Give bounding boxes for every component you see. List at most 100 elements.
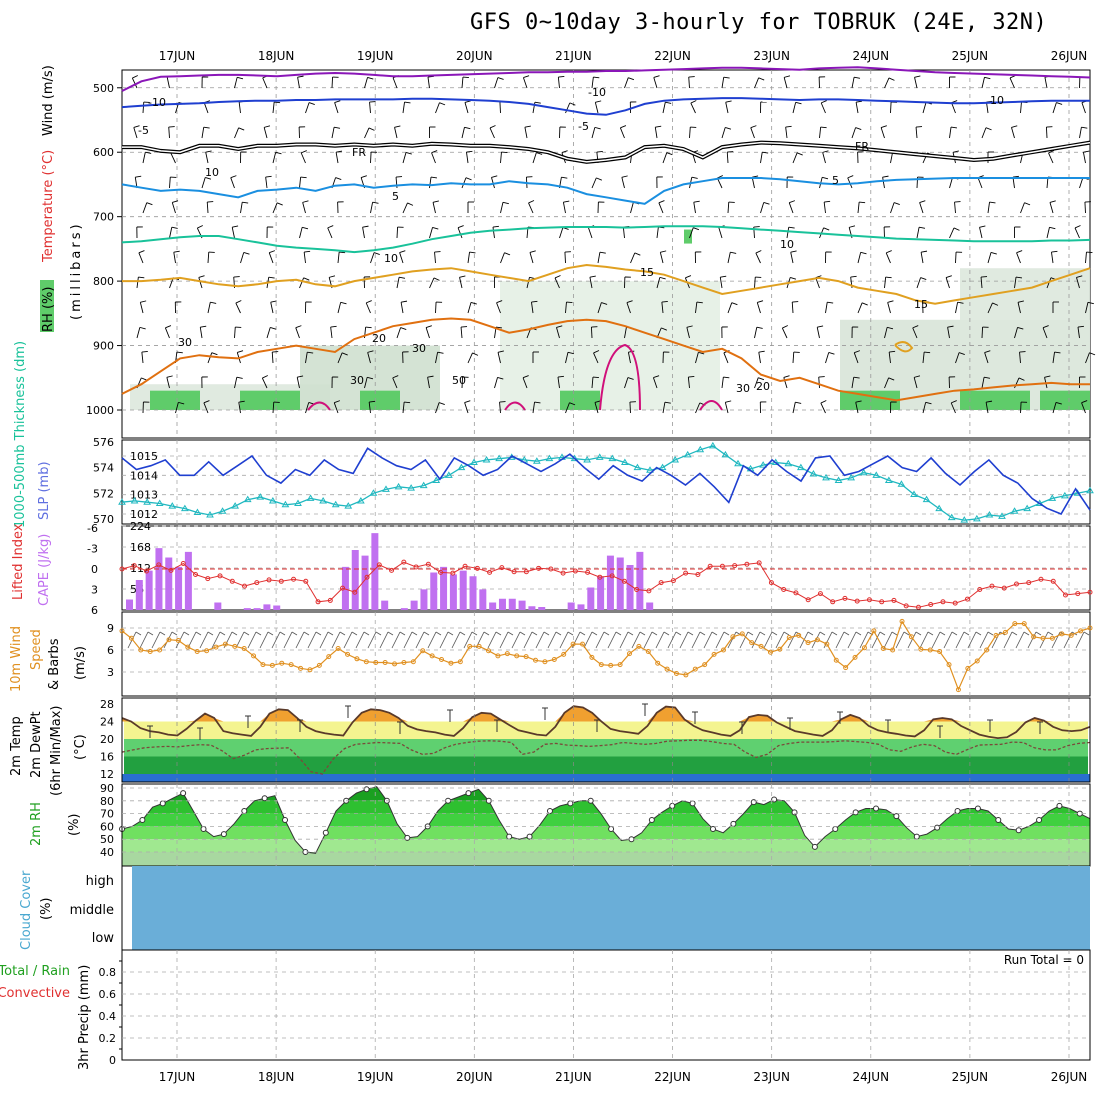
wind-barb-flag: [655, 125, 662, 128]
lifted-index-marker: [217, 573, 223, 579]
wind-barb-flag: [882, 175, 889, 178]
wind-barb: [721, 377, 724, 389]
wind-barb: [557, 77, 560, 89]
wind-barb: [597, 252, 601, 264]
cloud-tick-label: middle: [70, 903, 114, 918]
rh-contour-high-path: [307, 401, 331, 411]
wind-barb-flag: [566, 301, 573, 304]
y-axis-label-slp: SLP (mb): [37, 461, 52, 520]
lifted-index-marker: [964, 596, 970, 602]
wind-barb: [461, 77, 464, 89]
lifted-index-marker: [634, 587, 640, 592]
wind-barb: [1048, 152, 1054, 164]
date-label-top: 19JUN: [357, 49, 394, 63]
wind-barb: [434, 252, 436, 264]
wind-speed-marker: [805, 640, 811, 646]
wind-barb: [721, 77, 725, 89]
lifted-index-marker: [340, 585, 346, 591]
temperature-line: [121, 705, 1091, 740]
wind-barb: [987, 302, 993, 314]
surface-wind-barb-flag: [807, 631, 814, 636]
surface-wind-barb: [859, 631, 869, 649]
wind-barb: [1085, 302, 1089, 314]
thickness-marker: [168, 502, 177, 509]
surface-wind-barb: [1015, 631, 1025, 649]
surface-wind-barb-flag: [651, 631, 658, 636]
wind-speed-marker: [927, 647, 933, 653]
lifted-index-marker: [793, 590, 799, 596]
wind-barb: [142, 152, 146, 164]
wind-barb-flag: [789, 200, 796, 204]
wind-barb-flag: [276, 202, 283, 206]
wind-barb-flag: [820, 126, 827, 129]
wind-barb: [695, 402, 701, 414]
wind-barb: [760, 202, 765, 214]
wind-barb-flag: [165, 325, 172, 329]
surface-wind-barb: [151, 631, 161, 649]
thickness-marker: [897, 480, 906, 487]
wind-speed-marker: [720, 647, 726, 653]
surface-wind-barb: [199, 631, 209, 649]
wind-barb: [919, 202, 924, 214]
wind-barb-flag: [1049, 226, 1056, 230]
wind-barb: [499, 402, 501, 414]
wind-speed-marker: [157, 647, 163, 653]
wind-speed-marker: [439, 657, 445, 663]
rh-band-high: [360, 390, 400, 410]
date-label-bottom: 19JUN: [357, 1070, 394, 1084]
wind-barb: [590, 326, 593, 339]
rh-fill-band: [122, 839, 1090, 852]
cape-bar: [400, 608, 408, 610]
thickness-line: [121, 445, 1091, 521]
wind-barb-flag: [369, 101, 376, 103]
surface-wind-barb-flag: [903, 631, 910, 636]
wind-barb: [658, 202, 664, 214]
wind-barb-flag: [887, 326, 894, 330]
surface-wind-barb: [967, 631, 977, 649]
thickness-marker: [1023, 504, 1032, 512]
temp-tick-label: 20: [100, 733, 114, 746]
thickness-marker: [256, 493, 265, 500]
wind-barb: [435, 301, 437, 314]
wind-barb: [565, 102, 571, 114]
wind-speed-marker: [523, 654, 529, 660]
wind-barb-flag: [173, 250, 180, 253]
wind-barb: [756, 302, 761, 314]
wind-barb-flag: [720, 275, 727, 278]
wind-speed-marker: [786, 635, 792, 641]
y-axis-label-units: (%): [67, 814, 82, 837]
wind-barb: [494, 77, 499, 89]
wind-barb-flag: [627, 377, 634, 380]
thickness-marker: [470, 458, 478, 465]
wind-barb-flag: [1015, 276, 1023, 279]
wind-speed-marker: [1087, 625, 1093, 631]
temperature-label: 15: [640, 266, 654, 279]
wind-barb-flag: [1012, 175, 1019, 178]
temperature-label: 5: [832, 174, 839, 187]
wind-barb: [557, 377, 560, 389]
rh-line: [121, 786, 1091, 854]
surface-wind-barb-flag: [675, 631, 682, 636]
wind-barb: [330, 327, 333, 339]
wind-barb: [173, 252, 176, 264]
rh-marker: [771, 796, 778, 803]
surface-wind-barb-flag: [1011, 631, 1018, 636]
surface-wind-barb: [331, 631, 341, 649]
wind-barb-flag: [755, 250, 762, 254]
wind-barb-flag: [232, 225, 239, 228]
lifted-index-marker: [744, 561, 750, 567]
wind-barb-flag: [758, 350, 765, 353]
surface-wind-barb-flag: [1035, 631, 1042, 636]
wind-speed-marker: [1031, 634, 1037, 640]
wind-barb: [825, 302, 828, 314]
wind-barb: [175, 402, 179, 414]
wind-barb-flag: [297, 75, 304, 78]
y-axis-label-barbs: & Barbs: [47, 638, 62, 690]
surface-wind-barb: [499, 631, 509, 649]
lifted-index-tick-label: 3: [91, 584, 98, 597]
rh-tick-label: 40: [100, 846, 114, 859]
surface-wind-barb: [739, 631, 749, 649]
wind-barb-flag: [237, 76, 244, 80]
wind-barb-flag: [723, 376, 730, 379]
cape-bar: [430, 572, 438, 610]
